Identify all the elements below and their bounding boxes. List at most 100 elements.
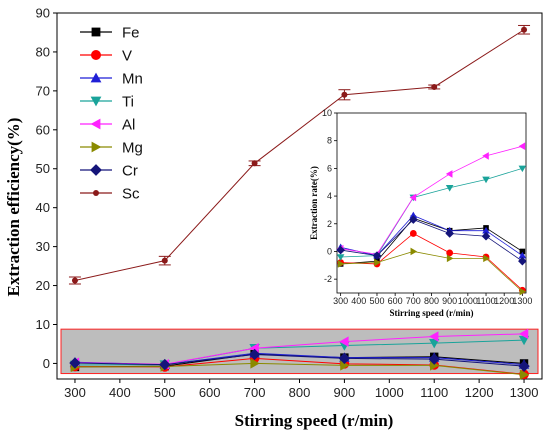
inset-data-point [446,249,454,257]
y-tick-label: 10 [36,317,50,332]
legend-marker [90,96,102,107]
inset-series-line [340,214,523,257]
inset-x-tick-label: 300 [333,296,348,306]
legend-marker [90,72,102,83]
legend-label: V [122,48,132,65]
data-point [250,358,260,369]
inset-series-line [340,219,523,262]
data-point [161,257,168,264]
inset-data-point [518,251,527,259]
y-tick-label: 80 [36,44,50,59]
x-tick-label: 600 [199,385,221,400]
legend: Fe V Mn Ti Al Mg Cr Sc [80,25,143,203]
data-point [519,369,530,380]
x-tick-label: 800 [289,385,311,400]
inset-x-tick-label: 1200 [494,296,514,306]
inset-series-line [340,145,523,255]
data-point [518,328,529,340]
data-point [428,353,440,365]
data-point [248,348,261,361]
legend-label: Al [122,117,135,134]
data-point [521,26,528,33]
legend-marker [90,118,101,130]
inset-x-tick-label: 500 [369,296,384,306]
data-point [251,160,258,167]
y-axis-title: Extraction efficiency(%) [4,118,23,297]
inset-data-point [374,258,381,267]
legend-entry-v: V [80,48,132,65]
x-tick-label: 500 [154,385,176,400]
inset-data-point [482,176,490,184]
legend-marker [93,190,99,196]
legend-entry-fe: Fe [80,25,140,42]
y-tick-label: 30 [36,239,50,254]
legend-marker [91,141,102,153]
inset-series-mg [337,247,527,296]
main-axes: 300 400 500 600 700 800 900 1000 1100 1200 1300010… [36,6,543,400]
inset-series-line [340,168,523,258]
data-point [159,358,171,371]
y-tick-label: 0 [43,356,50,371]
inset-data-point [409,193,417,202]
data-point [431,83,438,90]
legend-entry-mn: Mn [80,71,143,88]
inset-data-point [519,248,526,255]
inset-series-line [340,232,523,291]
inset-data-point [518,165,527,173]
inset-data-point [445,229,454,238]
series-line-sc [74,29,525,281]
y-tick-label: 20 [36,278,50,293]
inset-data-point [519,287,527,296]
inset-data-point [482,152,489,160]
legend-entry-cr: Cr [80,163,138,180]
inset-series-line [340,217,523,265]
legend-entry-ti: Ti [80,94,134,111]
legend-label: Ti [122,94,134,111]
inset-series-cr [336,215,527,266]
legend-label: Mg [122,140,143,157]
inset-x-tick-label: 1100 [476,296,495,306]
y-tick-label: 90 [36,6,50,21]
x-tick-label: 1000 [375,385,404,400]
inset-data-point [336,254,345,261]
inset-data-point [372,251,382,260]
inset-data-point [518,256,527,266]
y-tick-label: 50 [36,161,50,176]
legend-label: Sc [122,186,140,203]
x-tick-label: 300 [64,385,86,400]
series-line-cr [74,353,525,367]
data-point [518,335,530,346]
inset-series-line [340,251,523,292]
inset-data-point [336,245,345,255]
legend-entry-al: Al [80,117,135,134]
inset-y-tick-label: 0 [327,246,332,256]
inset-y-axis-title: Extraction rate(%) [309,166,319,240]
inset-y-tick-label: 8 [327,136,332,146]
x-axis-title: Stirring speed (r/min) [235,411,394,430]
legend-label: Fe [122,25,140,42]
legend-entry-sc: Sc [80,186,140,203]
inset-y-tick-label: -2 [324,274,332,284]
inset-y-tick-label: 6 [327,163,332,173]
inset-x-tick-label: 1000 [458,296,478,306]
inset-x-tick-label: 1300 [512,296,532,306]
inset-x-tick-label: 400 [351,296,366,306]
inset-data-point [482,226,490,234]
series-cr [69,348,530,372]
inset-data-point [518,142,526,151]
inset-x-tick-label: 800 [424,296,439,306]
x-tick-label: 400 [109,385,131,400]
main-series-layer [68,24,531,380]
inset-x-axis-title: Stirring speed (r/min) [390,308,474,318]
inset-data-point [445,184,454,192]
data-point [429,331,439,342]
legend-entry-mg: Mg [80,140,143,157]
inset-data-point [483,254,490,263]
x-tick-label: 1300 [510,385,539,400]
data-point [338,352,351,365]
inset-x-tick-label: 700 [406,296,421,306]
inset-data-point [337,260,345,268]
legend-marker [91,27,101,37]
